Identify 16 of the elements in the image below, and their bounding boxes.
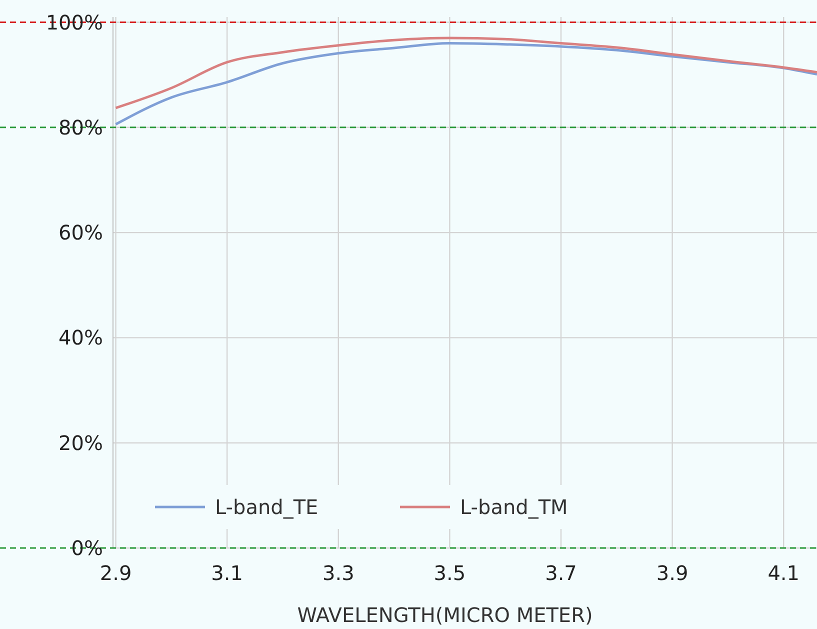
y-tick-label: 40% (58, 326, 103, 350)
x-tick-label: 2.9 (100, 561, 132, 585)
x-tick-label: 4.1 (768, 561, 800, 585)
legend-label: L-band_TE (215, 495, 318, 519)
x-tick-label: 3.1 (211, 561, 243, 585)
y-tick-label: 60% (58, 220, 103, 245)
line-series (114, 36, 817, 110)
y-tick-label: 0% (71, 536, 103, 560)
x-tick-label: 3.5 (434, 561, 466, 585)
y-tick-label: 20% (58, 430, 103, 455)
x-axis-title: WAVELENGTH(MICRO METER) (297, 603, 593, 627)
x-tick-label: 3.3 (322, 561, 354, 585)
y-tick-label: 100% (46, 10, 103, 34)
legend-label: L-band_TM (460, 495, 568, 519)
x-tick-label: 3.7 (545, 561, 577, 585)
x-tick-label: 3.9 (656, 561, 688, 585)
